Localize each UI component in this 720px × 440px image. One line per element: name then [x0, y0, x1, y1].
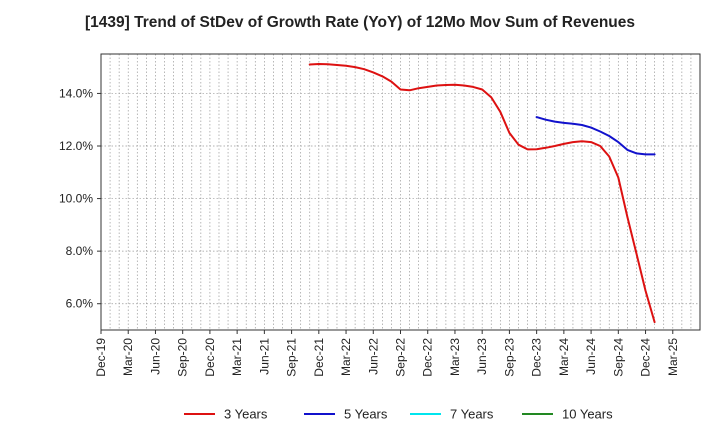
y-tick-label: 8.0%: [66, 244, 94, 258]
x-tick-label: Sep-20: [176, 338, 190, 377]
x-tick-label: Jun-21: [257, 338, 271, 375]
legend-label-3: 7 Years: [450, 407, 494, 422]
y-tick-label: 6.0%: [66, 297, 94, 311]
x-tick-label: Jun-20: [148, 338, 162, 375]
y-tick-label: 12.0%: [59, 139, 93, 153]
x-tick-label: Dec-20: [203, 338, 217, 377]
x-tick-label: Jun-22: [366, 338, 380, 375]
x-tick-label: Sep-22: [394, 338, 408, 377]
chart-title: [1439] Trend of StDev of Growth Rate (Yo…: [84, 14, 636, 31]
x-tick-label: Dec-19: [94, 338, 108, 377]
legend-label-1: 3 Years: [224, 407, 268, 422]
y-tick-label: 10.0%: [59, 192, 93, 206]
x-tick-label: Mar-23: [448, 338, 462, 376]
y-tick-label: 14.0%: [59, 86, 93, 100]
x-tick-label: Sep-23: [502, 338, 516, 377]
x-tick-label: Jun-23: [475, 338, 489, 375]
x-tick-label: Sep-24: [611, 338, 625, 377]
x-tick-label: Mar-20: [121, 338, 135, 376]
x-tick-label: Dec-21: [312, 338, 326, 377]
legend-label-4: 10 Years: [562, 407, 613, 422]
x-tick-label: Mar-22: [339, 338, 353, 376]
x-tick-label: Dec-23: [530, 338, 544, 377]
x-tick-label: Mar-24: [557, 338, 571, 376]
x-tick-label: Jun-24: [584, 338, 598, 375]
x-tick-label: Mar-21: [230, 338, 244, 376]
x-tick-label: Mar-25: [666, 338, 680, 376]
legend-label-2: 5 Years: [344, 407, 388, 422]
x-tick-label: Dec-22: [421, 338, 435, 377]
series-line-2: [535, 116, 656, 156]
x-tick-label: Dec-24: [639, 338, 653, 377]
x-tick-label: Sep-21: [285, 338, 299, 377]
series-line-1: [308, 63, 656, 324]
